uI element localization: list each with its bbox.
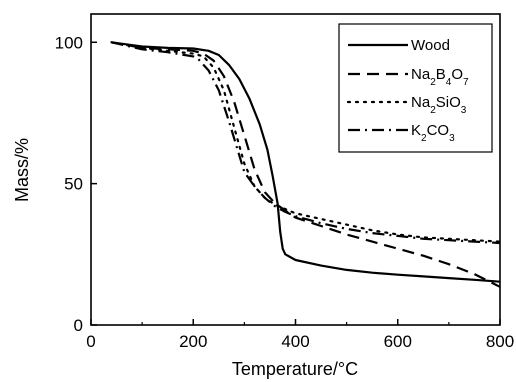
y-tick-label: 100	[55, 33, 83, 52]
ticks-layer: 0 200 400 600 800 0 50 100	[55, 33, 515, 351]
x-tick-label: 400	[281, 332, 309, 351]
legend-label-0: Wood	[411, 37, 450, 54]
x-tick-label: 800	[486, 332, 514, 351]
series-line-0	[111, 41, 501, 283]
y-axis-label: Mass/%	[12, 138, 32, 202]
y-tick-label: 0	[74, 316, 83, 335]
y-tick-label: 50	[64, 175, 83, 194]
x-axis-label: Temperature/°C	[232, 359, 358, 379]
legend-label-2: Na2SiO3	[411, 94, 467, 116]
series-layer	[110, 41, 502, 288]
x-tick-label: 600	[384, 332, 412, 351]
x-tick-label: 0	[86, 332, 95, 351]
legend: Wood Na2B4O7 Na2SiO3 K2CO3	[338, 23, 493, 153]
series-line-3	[111, 41, 501, 245]
series-line-1	[111, 41, 501, 288]
legend-label-1: Na2B4O7	[411, 66, 469, 88]
x-tick-label: 200	[179, 332, 207, 351]
legend-label-3: K2CO3	[411, 122, 455, 144]
